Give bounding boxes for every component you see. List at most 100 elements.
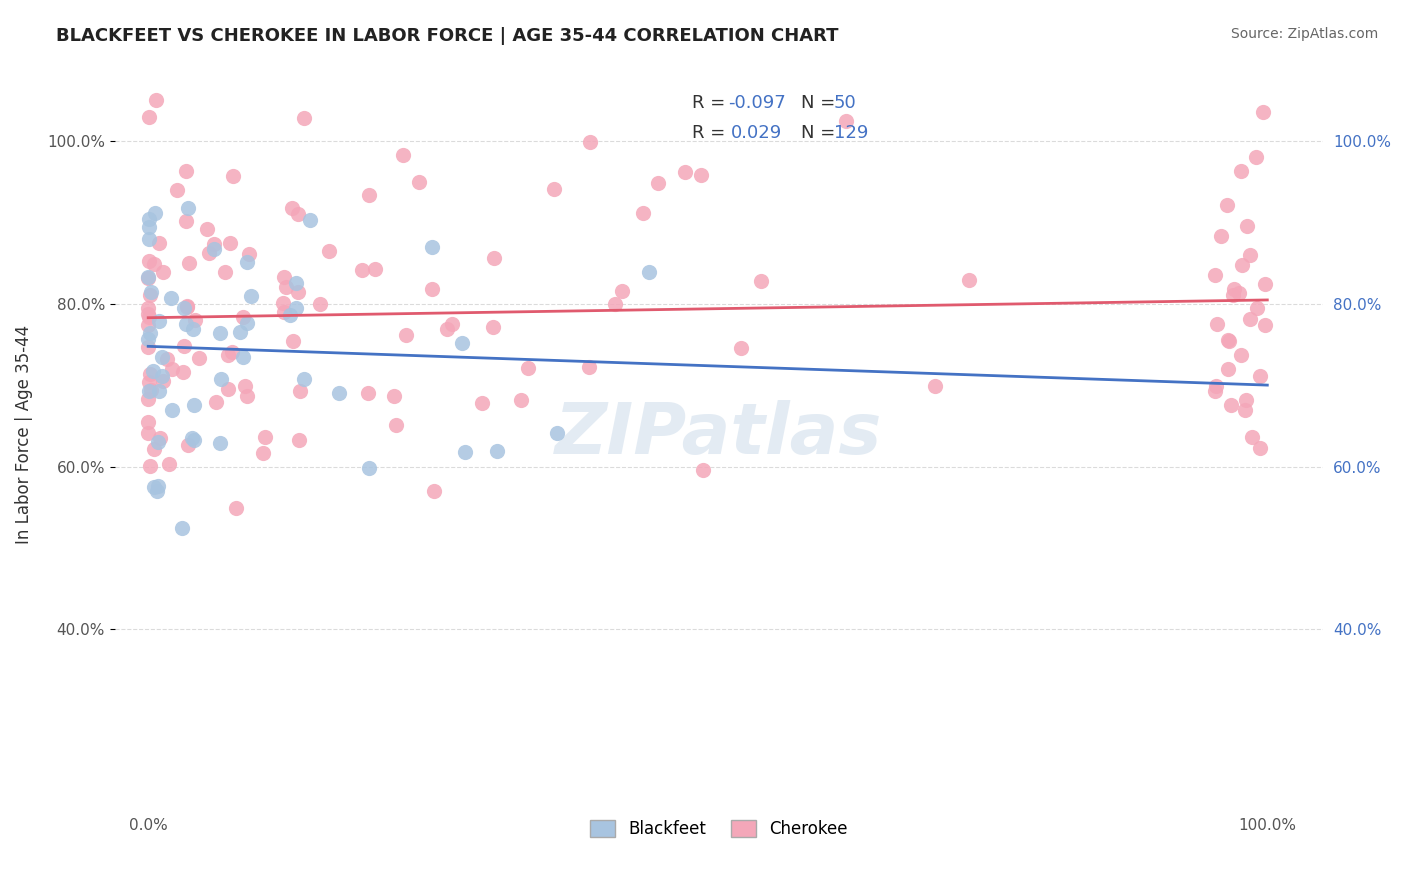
Point <box>481 320 503 334</box>
Point <box>1206 317 1229 331</box>
Point <box>176 299 198 313</box>
Point <box>454 444 477 458</box>
Point <box>138 310 160 325</box>
Point <box>357 386 380 401</box>
Point <box>422 239 444 253</box>
Point <box>395 328 418 343</box>
Point <box>1230 164 1253 178</box>
Point <box>238 247 260 261</box>
Point <box>221 169 243 183</box>
Point <box>202 243 225 257</box>
Point <box>142 442 165 457</box>
Point <box>142 364 165 378</box>
Point <box>579 136 602 150</box>
Point <box>149 431 172 445</box>
Point <box>1234 403 1257 417</box>
Point <box>359 188 381 202</box>
Point <box>287 207 309 221</box>
Point <box>138 220 160 235</box>
Point <box>148 434 170 449</box>
Point <box>136 301 159 316</box>
Point <box>152 265 174 279</box>
Point <box>408 175 430 189</box>
Point <box>170 521 193 535</box>
Point <box>205 395 228 409</box>
Point <box>287 285 309 299</box>
Point <box>138 254 160 268</box>
Point <box>1236 219 1258 233</box>
Point <box>138 211 160 226</box>
Text: 129: 129 <box>834 124 868 142</box>
Point <box>1218 334 1240 349</box>
Point <box>136 270 159 285</box>
Point <box>166 183 188 197</box>
Point <box>239 289 262 303</box>
Text: ZIPatlas: ZIPatlas <box>555 400 883 468</box>
Point <box>385 418 408 433</box>
Point <box>1239 248 1261 262</box>
Point <box>139 326 162 340</box>
Point <box>217 382 239 396</box>
Point <box>138 384 160 399</box>
Point <box>1246 301 1268 315</box>
Point <box>510 392 533 407</box>
Point <box>156 352 179 367</box>
Point <box>436 322 458 336</box>
Point <box>1234 392 1257 407</box>
Point <box>236 316 259 330</box>
Point <box>835 114 858 128</box>
Point <box>730 341 752 355</box>
Point <box>214 265 236 279</box>
Point <box>1223 282 1246 296</box>
Point <box>631 206 654 220</box>
Text: -0.097: -0.097 <box>728 95 786 112</box>
Point <box>1241 430 1264 444</box>
Point <box>273 305 295 319</box>
Point <box>184 313 207 327</box>
Point <box>1251 104 1274 119</box>
Point <box>391 147 413 161</box>
Point <box>202 237 225 252</box>
Point <box>136 426 159 441</box>
Point <box>292 372 315 386</box>
Point <box>516 361 538 376</box>
Point <box>318 244 340 259</box>
Point <box>160 361 183 376</box>
Point <box>543 182 565 196</box>
Point <box>252 446 274 460</box>
Point <box>148 479 170 493</box>
Point <box>482 251 505 265</box>
Point <box>692 463 714 477</box>
Point <box>139 368 162 382</box>
Point <box>1216 362 1239 376</box>
Point <box>1222 287 1244 301</box>
Point <box>328 385 350 400</box>
Text: R =: R = <box>692 124 731 142</box>
Point <box>1230 258 1253 272</box>
Point <box>174 164 197 178</box>
Text: 50: 50 <box>834 95 856 112</box>
Point <box>578 359 600 374</box>
Point <box>364 262 387 277</box>
Point <box>254 430 277 444</box>
Point <box>603 297 626 311</box>
Point <box>280 201 302 215</box>
Point <box>471 396 494 410</box>
Point <box>173 339 195 353</box>
Point <box>150 350 173 364</box>
Point <box>283 334 305 348</box>
Point <box>273 270 295 285</box>
Point <box>420 282 443 296</box>
Point <box>225 501 247 516</box>
Point <box>142 257 165 271</box>
Point <box>233 379 256 393</box>
Point <box>284 276 307 290</box>
Text: N =: N = <box>801 124 841 142</box>
Point <box>173 301 195 315</box>
Point <box>232 350 254 364</box>
Point <box>749 274 772 288</box>
Point <box>145 93 167 107</box>
Point <box>278 308 301 322</box>
Point <box>382 389 405 403</box>
Point <box>647 176 669 190</box>
